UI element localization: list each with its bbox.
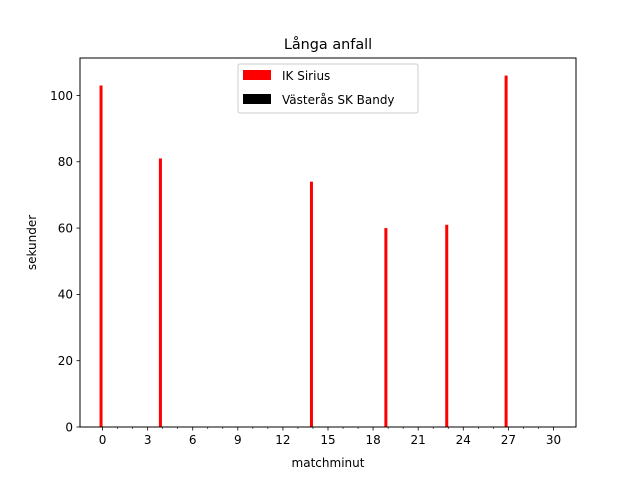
bars-layer xyxy=(99,75,508,428)
legend-label-ik-sirius: IK Sirius xyxy=(282,69,330,83)
x-axis-label: matchminut xyxy=(292,456,365,470)
y-tick-label: 60 xyxy=(58,221,73,235)
legend-swatch-ik-sirius xyxy=(243,70,271,80)
bar-ik-sirius-0 xyxy=(99,85,103,427)
x-tick-label: 15 xyxy=(320,433,335,447)
bar-ik-sirius-2 xyxy=(309,181,313,427)
y-tick-label: 20 xyxy=(58,354,73,368)
bar-ik-sirius-3 xyxy=(384,228,388,427)
y-tick-label: 0 xyxy=(65,420,73,434)
legend-swatch-vasteras-sk-bandy xyxy=(243,94,271,104)
x-tick-label: 12 xyxy=(275,433,290,447)
legend-label-vasteras-sk-bandy: Västerås SK Bandy xyxy=(282,93,395,107)
y-axis-label: sekunder xyxy=(25,215,39,270)
x-tick-label: 21 xyxy=(411,433,426,447)
legend: IK Sirius Västerås SK Bandy xyxy=(237,63,419,114)
bar-ik-sirius-4 xyxy=(445,224,449,427)
legend-box xyxy=(237,63,419,114)
x-tick-label: 0 xyxy=(99,433,107,447)
x-tick-label: 6 xyxy=(189,433,197,447)
y-tick-label: 100 xyxy=(50,89,73,103)
x-tick-label: 3 xyxy=(144,433,152,447)
x-tick-label: 27 xyxy=(501,433,516,447)
y-tick-label: 40 xyxy=(58,288,73,302)
x-tick-label: 24 xyxy=(456,433,471,447)
x-tick-label: 18 xyxy=(365,433,380,447)
y-tick-label: 80 xyxy=(58,155,73,169)
x-tick-label: 9 xyxy=(234,433,242,447)
bar-ik-sirius-5 xyxy=(504,75,508,428)
ticks-layer: 0 3 6 9 12 15 18 21 24 27 30 0 20 40 60 80 100 xyxy=(50,89,561,447)
x-tick-label: 30 xyxy=(546,433,561,447)
chart-title: Långa anfall xyxy=(284,36,372,53)
bar-ik-sirius-1 xyxy=(158,158,162,428)
